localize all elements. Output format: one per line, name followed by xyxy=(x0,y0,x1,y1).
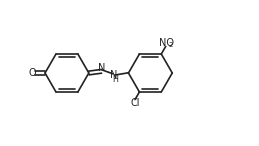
Text: 2: 2 xyxy=(168,42,173,48)
Text: Cl: Cl xyxy=(130,98,140,108)
Text: N: N xyxy=(110,70,117,80)
Text: H: H xyxy=(113,75,118,84)
Text: NO: NO xyxy=(159,38,174,48)
Text: O: O xyxy=(28,68,36,78)
Text: N: N xyxy=(98,63,105,73)
